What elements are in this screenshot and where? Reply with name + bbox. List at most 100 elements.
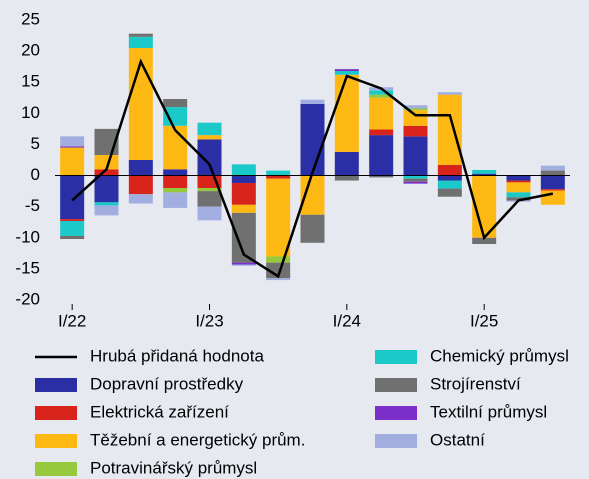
bar-segment [437,94,462,165]
bar-segment [334,74,359,152]
bar-segment [60,235,85,240]
bar-segment [369,175,394,178]
bar-segment [403,125,428,137]
bar-segment [60,219,85,221]
bar-segment [163,99,188,108]
y-tick-label: 10 [21,103,40,122]
bar-segment [506,180,531,183]
bar-segment [403,181,428,184]
bar-segment [334,71,359,75]
y-tick-label: -15 [15,258,40,277]
legend-swatch [35,378,77,392]
bar-segment [128,194,153,204]
bar-segment [60,146,85,148]
bar-segment [403,110,428,126]
bar-segment [197,122,222,136]
bar-segment [266,178,291,257]
bar-segment [506,197,531,201]
y-tick-label: 0 [31,165,40,184]
bar-segment [60,136,85,147]
bar-segment [231,183,256,205]
bar-segment [369,94,394,98]
legend-label: Ostatní [430,430,485,449]
bar-segment [197,135,222,140]
legend-swatch [35,406,77,420]
bar-segment [94,175,119,203]
bar-segment [94,169,119,176]
y-tick-label: -20 [15,289,40,308]
bar-segment [266,262,291,279]
legend-label: Potravinářský průmysl [90,458,257,477]
bar-segment [506,175,531,181]
bar-segment [94,205,119,216]
bar-segment [403,108,428,111]
bar-segment [163,188,188,193]
bar-segment [231,175,256,184]
x-tick-label: I/25 [470,311,498,330]
legend-swatch [35,462,77,476]
bar-segment [437,180,462,189]
bar-segment [94,155,119,170]
bar-segment [163,192,188,208]
bar-segment [231,164,256,176]
legend-label: Chemický průmysl [430,346,569,365]
bar-segment [334,69,359,72]
bar-segment [300,99,325,104]
y-tick-label: 5 [31,134,40,153]
y-tick-label: 20 [21,41,40,60]
legend-swatch [375,406,417,420]
legend-swatch [375,378,417,392]
bar-segment [540,165,565,171]
bar-segment [506,182,531,193]
y-tick-label: -5 [25,196,40,215]
bar-segment [403,136,428,176]
bar-segment [403,175,428,179]
bar-segment [128,160,153,176]
bar-segment [266,256,291,263]
legend-swatch [375,350,417,364]
bar-segment [163,125,188,170]
bar-segment [163,169,188,176]
bar-segment [60,147,85,176]
bar-segment [266,175,291,179]
bar-segment [472,173,497,176]
legend-label: Hrubá přidaná hodnota [90,346,264,365]
bar-segment [231,262,256,265]
legend-label: Strojírenství [430,374,521,393]
bar-segment [540,189,565,191]
bar-segment [437,164,462,176]
bar-segment [403,105,428,109]
bar-segment [163,107,188,126]
bar-segment [60,220,85,236]
y-tick-label: 25 [21,9,40,28]
bar-segment [540,170,565,176]
bar-segment [94,202,119,206]
bar-segment [437,175,462,181]
x-tick-label: I/22 [58,311,86,330]
bar-segment [197,188,222,192]
bar-segment [437,92,462,95]
bar-segment [369,135,394,176]
bar-segment [472,237,497,244]
bar-segment [128,48,153,160]
x-tick-label: I/24 [333,311,361,330]
x-tick-label: I/23 [195,311,223,330]
bar-segment [334,175,359,181]
line-series [71,58,554,279]
bar-segment [197,191,222,207]
legend-label: Elektrická zařízení [90,402,229,421]
legend-label: Těžební a energetický prům. [90,430,305,449]
bar-segment [231,204,256,213]
legend-label: Dopravní prostředky [90,374,244,393]
bar-segment [506,192,531,198]
bar-segment [60,175,85,220]
bar-segment [540,175,565,190]
bar-segment [231,264,256,266]
legend-swatch [35,434,77,448]
bar-segment [369,129,394,136]
bar-segment [197,206,222,221]
bar-segment [266,278,291,281]
bar-segment [369,90,394,95]
y-tick-label: 15 [21,72,40,91]
